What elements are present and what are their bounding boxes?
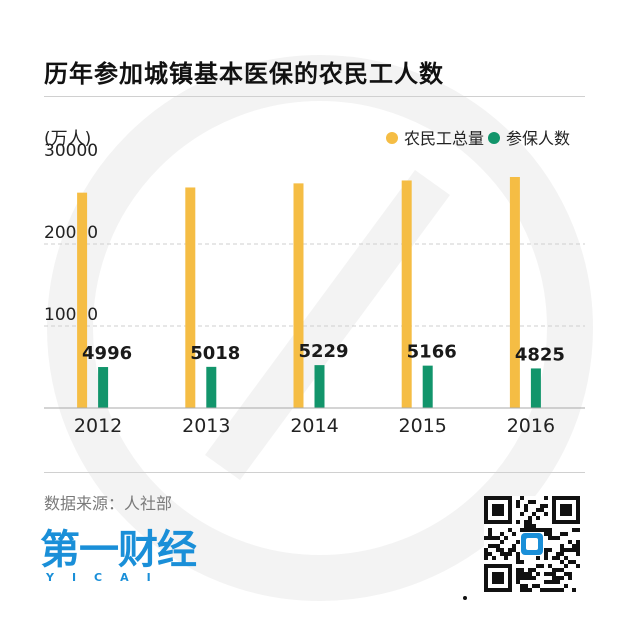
y-tick-label: 20000 bbox=[44, 223, 98, 243]
page-title: 历年参加城镇基本医保的农民工人数 bbox=[44, 60, 444, 88]
bar-total-2013 bbox=[185, 187, 196, 408]
bar-insured-2016 bbox=[530, 368, 541, 408]
qr-code-icon bbox=[484, 496, 580, 592]
bar-insured-2014 bbox=[314, 365, 325, 408]
y-tick-label: 10000 bbox=[44, 305, 98, 325]
yicai-logo: 第一财经 YICAI bbox=[40, 527, 210, 589]
x-tick-label: 2012 bbox=[74, 415, 122, 437]
x-tick-labels: 2012 2013 2014 2015 2016 bbox=[74, 415, 555, 437]
x-tick-label: 2016 bbox=[507, 415, 555, 437]
bar-insured-2012 bbox=[98, 367, 109, 408]
legend-swatch bbox=[488, 132, 500, 144]
x-tick-label: 2015 bbox=[399, 415, 447, 437]
bar-insured-2013 bbox=[206, 366, 217, 408]
legend: 农民工总量 参保人数 bbox=[386, 129, 570, 148]
watermark-slash bbox=[205, 170, 450, 480]
decorative-dot bbox=[463, 596, 467, 600]
bar-total-2015 bbox=[401, 180, 412, 408]
watermark-ring bbox=[47, 55, 593, 601]
legend-label: 参保人数 bbox=[506, 129, 570, 148]
logo-subtext: YICAI bbox=[46, 571, 169, 584]
title-divider bbox=[44, 96, 585, 97]
y-tick-labels: 10000 20000 30000 bbox=[44, 141, 98, 325]
bar-insured-2015 bbox=[422, 365, 433, 408]
data-label: 5229 bbox=[298, 341, 348, 362]
legend-swatch bbox=[386, 132, 398, 144]
data-label: 5018 bbox=[190, 343, 240, 364]
bars bbox=[77, 176, 541, 408]
legend-label: 农民工总量 bbox=[404, 129, 484, 148]
x-tick-label: 2013 bbox=[182, 415, 230, 437]
x-tick-label: 2014 bbox=[290, 415, 338, 437]
data-labels: 4996 5018 5229 5166 4825 bbox=[82, 341, 565, 365]
logo-wordmark: 第一财经 bbox=[40, 527, 197, 573]
bar-total-2016 bbox=[509, 176, 520, 408]
bar-total-2012 bbox=[77, 192, 88, 408]
source-note: 数据来源：人社部 bbox=[44, 494, 173, 513]
y-tick-label: 30000 bbox=[44, 141, 98, 161]
data-label: 5166 bbox=[407, 342, 457, 363]
footer-divider bbox=[44, 472, 585, 473]
data-label: 4825 bbox=[515, 344, 565, 365]
bar-total-2014 bbox=[293, 183, 304, 408]
grid-lines bbox=[44, 243, 585, 327]
data-label: 4996 bbox=[82, 343, 132, 364]
y-axis-unit-label: (万人) bbox=[44, 129, 91, 149]
